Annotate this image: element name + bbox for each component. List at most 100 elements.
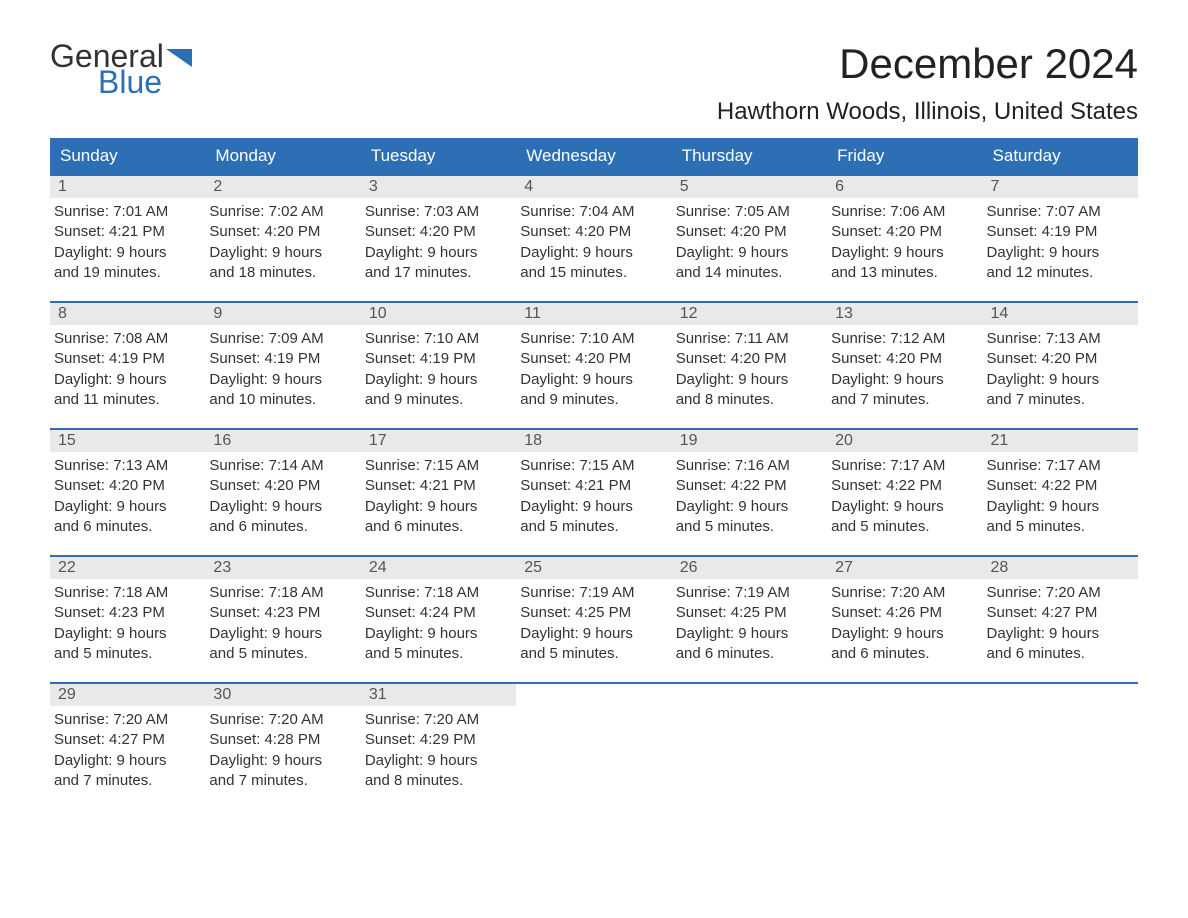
day-info: Sunrise: 7:11 AMSunset: 4:20 PMDaylight:… — [672, 325, 827, 410]
logo-text-blue: Blue — [98, 66, 192, 98]
day-dl2: and 6 minutes. — [987, 644, 1132, 664]
day-sunrise: Sunrise: 7:18 AM — [209, 583, 354, 603]
day-sunrise: Sunrise: 7:18 AM — [365, 583, 510, 603]
day-sunrise: Sunrise: 7:10 AM — [520, 329, 665, 349]
day-number: 7 — [983, 176, 1138, 198]
day-cell: 10Sunrise: 7:10 AMSunset: 4:19 PMDayligh… — [361, 303, 516, 410]
day-dl1: Daylight: 9 hours — [209, 497, 354, 517]
week-row: 29Sunrise: 7:20 AMSunset: 4:27 PMDayligh… — [50, 682, 1138, 791]
day-sunset: Sunset: 4:21 PM — [365, 476, 510, 496]
day-dl2: and 19 minutes. — [54, 263, 199, 283]
day-dl1: Daylight: 9 hours — [365, 624, 510, 644]
day-sunrise: Sunrise: 7:13 AM — [54, 456, 199, 476]
day-info: Sunrise: 7:15 AMSunset: 4:21 PMDaylight:… — [516, 452, 671, 537]
day-sunrise: Sunrise: 7:02 AM — [209, 202, 354, 222]
day-sunset: Sunset: 4:20 PM — [209, 222, 354, 242]
day-info: Sunrise: 7:06 AMSunset: 4:20 PMDaylight:… — [827, 198, 982, 283]
day-number: 28 — [983, 557, 1138, 579]
day-info: Sunrise: 7:10 AMSunset: 4:19 PMDaylight:… — [361, 325, 516, 410]
day-dl1: Daylight: 9 hours — [987, 243, 1132, 263]
day-cell: 13Sunrise: 7:12 AMSunset: 4:20 PMDayligh… — [827, 303, 982, 410]
day-cell: 28Sunrise: 7:20 AMSunset: 4:27 PMDayligh… — [983, 557, 1138, 664]
weekday-label: Tuesday — [361, 138, 516, 174]
day-cell: 14Sunrise: 7:13 AMSunset: 4:20 PMDayligh… — [983, 303, 1138, 410]
day-sunset: Sunset: 4:20 PM — [365, 222, 510, 242]
day-info: Sunrise: 7:02 AMSunset: 4:20 PMDaylight:… — [205, 198, 360, 283]
day-cell: 29Sunrise: 7:20 AMSunset: 4:27 PMDayligh… — [50, 684, 205, 791]
empty-daynum — [516, 684, 671, 706]
day-sunset: Sunset: 4:27 PM — [54, 730, 199, 750]
day-info: Sunrise: 7:15 AMSunset: 4:21 PMDaylight:… — [361, 452, 516, 537]
day-cell: 16Sunrise: 7:14 AMSunset: 4:20 PMDayligh… — [205, 430, 360, 537]
weekday-label: Wednesday — [516, 138, 671, 174]
day-cell: 11Sunrise: 7:10 AMSunset: 4:20 PMDayligh… — [516, 303, 671, 410]
day-dl1: Daylight: 9 hours — [209, 370, 354, 390]
day-number: 24 — [361, 557, 516, 579]
day-dl2: and 6 minutes. — [676, 644, 821, 664]
day-sunset: Sunset: 4:19 PM — [54, 349, 199, 369]
day-sunset: Sunset: 4:25 PM — [520, 603, 665, 623]
day-dl2: and 10 minutes. — [209, 390, 354, 410]
day-sunrise: Sunrise: 7:15 AM — [520, 456, 665, 476]
day-dl1: Daylight: 9 hours — [676, 624, 821, 644]
day-sunrise: Sunrise: 7:04 AM — [520, 202, 665, 222]
day-number: 26 — [672, 557, 827, 579]
day-number: 27 — [827, 557, 982, 579]
logo-flag-icon — [166, 49, 192, 67]
day-dl2: and 8 minutes. — [676, 390, 821, 410]
day-info: Sunrise: 7:13 AMSunset: 4:20 PMDaylight:… — [983, 325, 1138, 410]
day-sunset: Sunset: 4:19 PM — [209, 349, 354, 369]
day-sunset: Sunset: 4:21 PM — [520, 476, 665, 496]
location: Hawthorn Woods, Illinois, United States — [717, 98, 1138, 126]
empty-daynum — [983, 684, 1138, 706]
day-info: Sunrise: 7:20 AMSunset: 4:27 PMDaylight:… — [50, 706, 205, 791]
day-dl1: Daylight: 9 hours — [987, 370, 1132, 390]
day-dl1: Daylight: 9 hours — [365, 370, 510, 390]
day-sunset: Sunset: 4:20 PM — [54, 476, 199, 496]
day-dl2: and 9 minutes. — [520, 390, 665, 410]
day-cell: 24Sunrise: 7:18 AMSunset: 4:24 PMDayligh… — [361, 557, 516, 664]
day-info: Sunrise: 7:20 AMSunset: 4:26 PMDaylight:… — [827, 579, 982, 664]
day-cell: 18Sunrise: 7:15 AMSunset: 4:21 PMDayligh… — [516, 430, 671, 537]
day-dl1: Daylight: 9 hours — [676, 497, 821, 517]
day-sunrise: Sunrise: 7:12 AM — [831, 329, 976, 349]
day-sunrise: Sunrise: 7:01 AM — [54, 202, 199, 222]
day-dl2: and 7 minutes. — [987, 390, 1132, 410]
weekday-label: Thursday — [672, 138, 827, 174]
day-dl1: Daylight: 9 hours — [831, 497, 976, 517]
day-number: 9 — [205, 303, 360, 325]
weeks-container: 1Sunrise: 7:01 AMSunset: 4:21 PMDaylight… — [50, 174, 1138, 791]
day-dl2: and 5 minutes. — [520, 644, 665, 664]
day-sunset: Sunset: 4:28 PM — [209, 730, 354, 750]
day-number: 30 — [205, 684, 360, 706]
day-info: Sunrise: 7:12 AMSunset: 4:20 PMDaylight:… — [827, 325, 982, 410]
day-sunrise: Sunrise: 7:14 AM — [209, 456, 354, 476]
day-number: 29 — [50, 684, 205, 706]
day-sunrise: Sunrise: 7:11 AM — [676, 329, 821, 349]
day-dl2: and 5 minutes. — [209, 644, 354, 664]
day-dl2: and 14 minutes. — [676, 263, 821, 283]
day-sunrise: Sunrise: 7:17 AM — [831, 456, 976, 476]
logo: General Blue — [50, 40, 192, 98]
day-sunset: Sunset: 4:20 PM — [676, 222, 821, 242]
empty-cell — [516, 684, 671, 791]
day-number: 22 — [50, 557, 205, 579]
day-sunrise: Sunrise: 7:20 AM — [54, 710, 199, 730]
day-dl1: Daylight: 9 hours — [365, 751, 510, 771]
day-sunset: Sunset: 4:24 PM — [365, 603, 510, 623]
day-sunrise: Sunrise: 7:15 AM — [365, 456, 510, 476]
day-sunrise: Sunrise: 7:03 AM — [365, 202, 510, 222]
day-cell: 3Sunrise: 7:03 AMSunset: 4:20 PMDaylight… — [361, 176, 516, 283]
day-info: Sunrise: 7:18 AMSunset: 4:24 PMDaylight:… — [361, 579, 516, 664]
day-number: 3 — [361, 176, 516, 198]
day-number: 21 — [983, 430, 1138, 452]
day-dl1: Daylight: 9 hours — [831, 624, 976, 644]
day-dl1: Daylight: 9 hours — [520, 370, 665, 390]
day-info: Sunrise: 7:05 AMSunset: 4:20 PMDaylight:… — [672, 198, 827, 283]
day-cell: 9Sunrise: 7:09 AMSunset: 4:19 PMDaylight… — [205, 303, 360, 410]
day-number: 12 — [672, 303, 827, 325]
day-sunrise: Sunrise: 7:06 AM — [831, 202, 976, 222]
day-cell: 23Sunrise: 7:18 AMSunset: 4:23 PMDayligh… — [205, 557, 360, 664]
day-sunset: Sunset: 4:21 PM — [54, 222, 199, 242]
day-sunrise: Sunrise: 7:16 AM — [676, 456, 821, 476]
